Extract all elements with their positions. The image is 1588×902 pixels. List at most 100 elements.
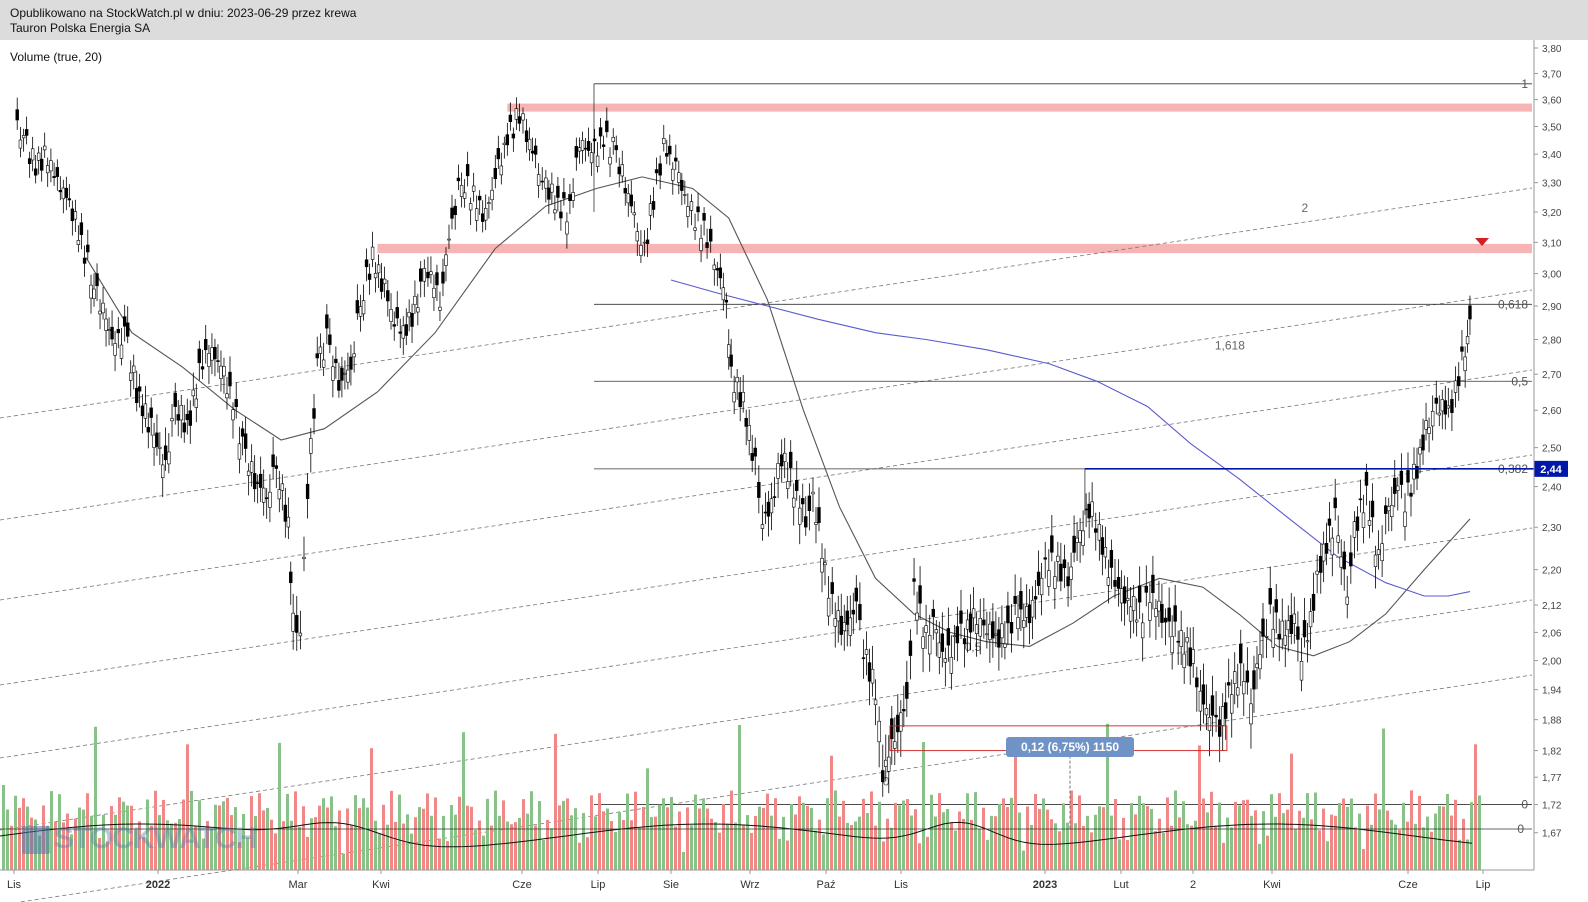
volume-bar xyxy=(1066,822,1069,870)
x-tick-label: Kwi xyxy=(372,879,390,891)
candle-body xyxy=(119,344,124,359)
candle-body xyxy=(623,188,627,194)
volume-bar xyxy=(1222,842,1225,870)
candle-body xyxy=(674,157,678,162)
candle-body xyxy=(772,496,777,498)
fib-level-label: 0,5 xyxy=(1511,374,1528,388)
candle-body xyxy=(1140,622,1145,639)
candle-body xyxy=(21,135,26,139)
candle-body xyxy=(143,403,148,419)
volume-bar xyxy=(10,825,13,870)
candle-body xyxy=(1163,617,1168,623)
candle-body xyxy=(1137,585,1142,603)
volume-bar xyxy=(146,799,149,870)
volume-bar xyxy=(314,817,317,870)
candle-body xyxy=(1415,466,1419,479)
candle-body xyxy=(632,212,636,216)
candle-body xyxy=(662,138,666,145)
volume-bar xyxy=(1394,824,1397,870)
volume-bar xyxy=(450,805,453,870)
candle-body xyxy=(113,343,117,356)
volume-bar xyxy=(1354,827,1357,870)
candle-body xyxy=(361,300,366,315)
volume-bar xyxy=(470,806,473,870)
published-info: Opublikowano na StockWatch.pl w dniu: 20… xyxy=(10,6,357,20)
x-tick-label: Mar xyxy=(289,879,308,891)
candle-body xyxy=(1050,535,1054,553)
candle-body xyxy=(1103,547,1108,558)
candle-body xyxy=(246,470,251,476)
volume-bar xyxy=(658,804,661,870)
candle-body xyxy=(213,346,217,360)
candle-body xyxy=(1261,618,1265,637)
volume-bar xyxy=(190,790,193,870)
volume-bar xyxy=(402,823,405,870)
candle-body xyxy=(795,479,799,491)
candle-body xyxy=(268,491,272,508)
candle-body xyxy=(508,114,513,123)
candle-body xyxy=(277,489,282,500)
volume-bar xyxy=(1154,831,1157,870)
indicator-label: Volume (true, 20) xyxy=(10,50,103,64)
candle-body xyxy=(429,271,433,275)
candle-body xyxy=(155,432,159,447)
volume-bar xyxy=(1326,841,1329,870)
candle-body xyxy=(27,158,32,164)
volume-bar xyxy=(1322,808,1325,870)
volume-bar xyxy=(850,824,853,870)
x-tick-label: Cze xyxy=(1398,879,1418,891)
candle-body xyxy=(1047,570,1051,587)
candle-body xyxy=(42,145,47,151)
candle-body xyxy=(648,203,653,216)
volume-bar xyxy=(502,800,505,870)
y-tick-label: 3,00 xyxy=(1542,270,1562,281)
candle-body xyxy=(179,405,183,421)
measure-label-box xyxy=(1006,737,1134,757)
volume-bar xyxy=(226,797,229,870)
volume-bar xyxy=(1090,832,1093,870)
channel-line xyxy=(0,369,1533,601)
candle-body xyxy=(1224,702,1228,719)
candle-body xyxy=(851,609,855,615)
candle-body xyxy=(721,287,726,301)
candle-body xyxy=(110,326,114,340)
volume-bar xyxy=(102,814,105,870)
channel-line xyxy=(0,454,1533,686)
volume-bar xyxy=(934,816,937,870)
candle-body xyxy=(651,201,656,210)
candle-body xyxy=(1062,559,1067,569)
candle-body xyxy=(1277,633,1281,640)
volume-bar xyxy=(110,806,113,870)
y-tick-label: 2,80 xyxy=(1542,335,1562,346)
candle-body xyxy=(152,434,156,448)
candle-body xyxy=(645,239,650,244)
volume-bar xyxy=(506,821,509,870)
y-tick-label: 3,60 xyxy=(1542,96,1562,107)
candle-body xyxy=(1227,682,1231,686)
volume-bar xyxy=(58,794,61,870)
candle-body xyxy=(1370,500,1375,518)
x-tick-label: Lis xyxy=(894,879,909,891)
candle-body xyxy=(1399,470,1404,485)
candle-body xyxy=(665,153,669,157)
volume-bar xyxy=(1334,815,1337,870)
volume-bar xyxy=(302,806,305,870)
candle-body xyxy=(453,205,457,216)
volume-bar xyxy=(1190,825,1193,870)
volume-bar xyxy=(890,827,893,870)
candle-body xyxy=(249,461,254,473)
candle-body xyxy=(1144,585,1148,593)
candle-body xyxy=(1214,714,1218,718)
candle-body xyxy=(741,391,745,403)
candle-body xyxy=(1069,566,1073,580)
candle-body xyxy=(1059,563,1063,582)
candle-body xyxy=(1252,670,1256,690)
x-tick-label: Cze xyxy=(512,879,532,891)
volume-bar xyxy=(682,852,685,870)
volume-bar xyxy=(162,799,165,870)
candle-body xyxy=(1179,630,1183,648)
candle-body xyxy=(559,211,563,219)
volume-bar xyxy=(230,815,233,870)
volume-bar xyxy=(1182,801,1185,870)
